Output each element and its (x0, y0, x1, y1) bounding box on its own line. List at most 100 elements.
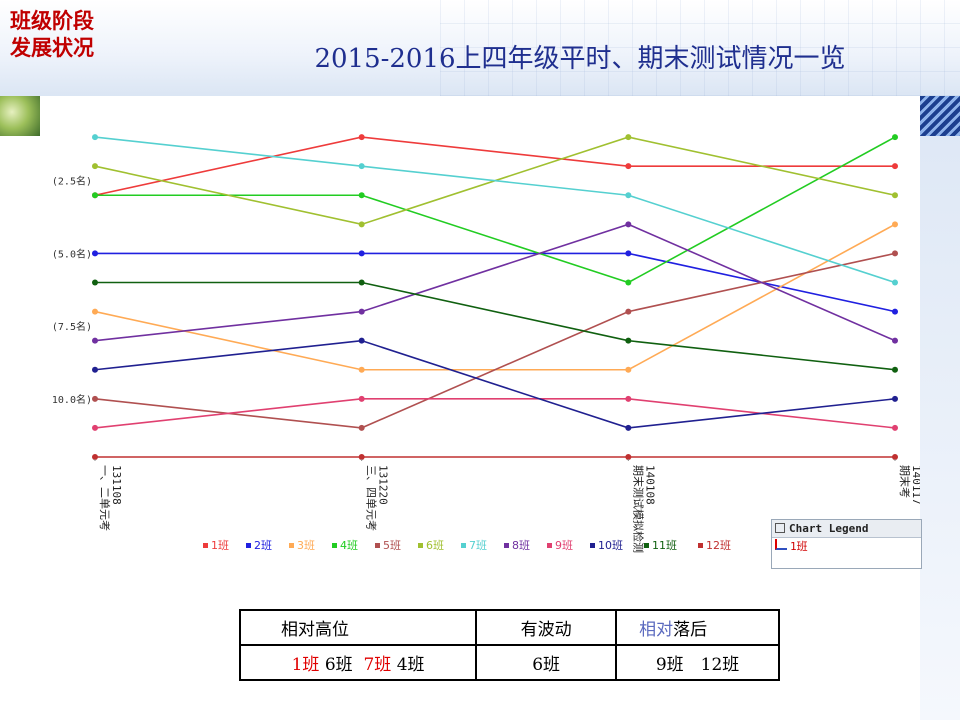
header-fluctuate: 有波动 (475, 609, 618, 646)
x-tick-label-line: 140117 (910, 465, 920, 505)
summary-value-row: 1班 6班 7班 4班 6班 9班 12班 (238, 644, 780, 681)
data-point (625, 337, 632, 344)
legend-label: 10班 (598, 539, 623, 552)
data-point (625, 395, 632, 402)
data-point (358, 424, 365, 431)
y-tick-label: 10.0名) (52, 393, 92, 406)
data-point (892, 192, 898, 199)
data-point (92, 163, 98, 170)
keyboard-photo-decoration (920, 96, 960, 136)
data-point (892, 134, 898, 141)
data-point (892, 454, 898, 460)
data-point (892, 279, 898, 286)
data-point (92, 134, 98, 141)
header-high: 相对高位 (238, 609, 478, 646)
data-point (92, 308, 98, 315)
chart-legend-window[interactable]: Chart Legend 1班 (771, 519, 922, 569)
series-line (94, 398, 896, 429)
data-point (892, 250, 898, 257)
data-point (625, 163, 632, 170)
legend-window-entry-label: 1班 (790, 540, 808, 553)
chart-icon (775, 539, 787, 550)
header-behind: 相对落后 (615, 609, 780, 646)
summary-header-row: 相对高位 有波动 相对落后 (238, 609, 780, 646)
data-point (625, 192, 632, 199)
legend-swatch (246, 543, 251, 548)
value-high-2: 6班 (324, 655, 353, 675)
slide-title: 2015-2016上四年级平时、期末测试情况一览 (314, 44, 846, 74)
series-line (94, 223, 896, 342)
y-tick-label: (7.5名) (52, 320, 92, 333)
data-point (358, 134, 365, 141)
legend-label: 1班 (211, 539, 229, 552)
y-tick-label: (2.5名) (52, 175, 92, 188)
value-fluctuate: 6班 (475, 644, 618, 681)
series-line (95, 281, 896, 371)
series-line (94, 136, 896, 284)
legend-swatch (590, 543, 595, 548)
series-line (95, 136, 896, 284)
data-point (892, 221, 898, 228)
y-tick-label: (5.0名) (52, 247, 92, 260)
window-box-icon (775, 523, 785, 533)
legend-label: 12班 (706, 539, 731, 552)
data-point (625, 308, 632, 315)
legend-label: 6班 (426, 539, 444, 552)
legend-swatch (375, 543, 380, 548)
legend-swatch (418, 543, 423, 548)
data-point (92, 395, 98, 402)
legend-swatch (461, 543, 466, 548)
x-tick-label-line: 131108 (110, 465, 123, 505)
value-high-4: 4班 (396, 655, 425, 675)
series-line (94, 136, 895, 197)
data-point (92, 279, 98, 286)
x-tick-label-line: 期末测试模拟检测 (631, 465, 645, 553)
data-point (892, 163, 898, 170)
data-point (892, 395, 898, 402)
data-point (892, 308, 898, 315)
section-label-line-1: 班级阶段 (10, 9, 94, 33)
legend-swatch (504, 543, 509, 548)
data-point (625, 279, 632, 286)
section-label: 班级阶段 发展状况 (10, 8, 94, 62)
data-point (358, 395, 365, 402)
legend-label: 2班 (254, 539, 272, 552)
value-high-1: 1班 (291, 655, 320, 675)
title-banner (0, 0, 960, 100)
right-side-strip (920, 100, 960, 720)
legend-swatch (332, 543, 337, 548)
value-behind: 9班 12班 (615, 644, 780, 681)
data-point (92, 250, 98, 257)
data-point (92, 454, 98, 460)
data-point (358, 454, 365, 460)
summary-table: 相对高位 有波动 相对落后 1班 6班 7班 4班 6班 9班 12班 (238, 609, 780, 681)
section-label-line-2: 发展状况 (10, 36, 94, 60)
data-point (358, 366, 365, 373)
legend-swatch (547, 543, 552, 548)
data-point (358, 250, 365, 257)
legend-window-entry[interactable]: 1班 (772, 538, 921, 556)
legend-swatch (289, 543, 294, 548)
series-line (94, 223, 896, 371)
legend-label: 5班 (383, 539, 401, 552)
data-point (358, 308, 365, 315)
header-behind-suffix: 落后 (673, 620, 708, 640)
data-point (625, 454, 632, 460)
data-point (625, 250, 632, 257)
data-point (625, 221, 632, 228)
data-point (92, 424, 98, 431)
line-chart: (2.5名) (5.0名) (7.5名) 10.0名) 131108 一、二单元考 1312… (40, 96, 920, 567)
data-point (625, 424, 632, 431)
legend-label: 9班 (555, 539, 573, 552)
series-line (94, 252, 896, 429)
legend-window-header[interactable]: Chart Legend (772, 520, 921, 538)
value-high: 1班 6班 7班 4班 (238, 644, 478, 681)
data-point (358, 279, 365, 286)
data-point (625, 366, 632, 373)
data-point (92, 366, 98, 373)
